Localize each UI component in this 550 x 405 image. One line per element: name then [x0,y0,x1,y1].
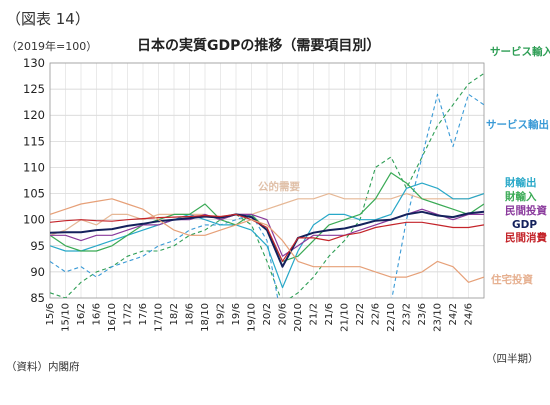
x-tick-label: 23/10 [433,303,444,332]
y-tick-label: 85 [30,291,45,305]
x-tick-label: 21/10 [340,303,351,332]
x-tick-label: 16/10 [107,303,118,332]
x-tick-label: 15/10 [61,303,72,332]
x-tick-label: 23/6 [417,303,428,325]
x-tick-label: 20/10 [293,303,304,332]
figure-label: （図表 14） [6,10,90,28]
x-tick-label: 19/2 [216,303,227,325]
x-tick-label: 24/2 [448,303,459,325]
series-line [50,93,484,298]
y-tick-label: 120 [23,108,45,122]
y-tick-label: 100 [23,213,45,227]
x-tick-label: 20/6 [278,303,289,325]
x-tick-label: 19/10 [247,303,258,332]
x-tick-label: 16/6 [92,303,103,325]
legend-label: 民間消費 [505,231,547,244]
x-tick-label: 22/10 [386,303,397,332]
series-line [50,193,484,236]
plot-frame [49,62,485,299]
unit-note: （2019年=100） [6,39,97,53]
x-tick-label: 18/10 [200,303,211,332]
legend-label: 財輸入 [504,190,537,203]
x-tick-label: 17/2 [123,303,134,325]
series-line [50,72,484,298]
x-tick-label: 20/2 [262,303,273,325]
legend-label: 民間投資 [505,204,547,217]
legend-label: 公的需要 [258,180,300,193]
x-tick-label: 17/6 [138,303,149,325]
legend-label: GDP [512,219,537,231]
source-note: （資料）内閣府 [6,360,80,373]
x-tick-label: 18/2 [169,303,180,325]
x-tick-label: 15/6 [45,303,56,325]
x-tick-label: 18/6 [185,303,196,325]
x-tick-label: 22/6 [371,303,382,325]
series-line [50,213,484,262]
y-tick-label: 90 [30,265,45,279]
legend-label: 財輸出 [504,176,537,189]
y-tick-label: 130 [23,56,45,70]
x-tick-label: 17/10 [154,303,165,332]
x-axis-ticks: 15/6 15/10 16/2 16/6 16/10 17/2 17/6 17/10 18/2 1… [45,303,475,332]
x-tick-label: 21/2 [309,303,320,325]
chart-title: 日本の実質GDPの推移（需要項目別） [137,37,380,54]
grid [49,62,485,299]
series-line [50,198,484,283]
y-tick-label: 110 [23,160,45,174]
legend-label: 住宅投資 [491,273,533,286]
y-tick-label: 95 [30,239,45,253]
x-tick-label: 16/2 [76,303,87,325]
x-axis-note: （四半期） [486,352,539,365]
y-axis-ticks: 85 90 95 100 105 110 115 120 125 130 [23,56,45,305]
series-line [50,182,484,289]
x-tick-label: 21/6 [324,303,335,325]
x-tick-label: 19/6 [231,303,242,325]
legend-label: サービス輸入 [490,45,550,58]
y-tick-label: 125 [23,82,45,96]
series-lines [50,72,484,298]
x-tick-label: 22/2 [355,303,366,325]
y-tick-label: 115 [23,134,45,148]
y-tick-label: 105 [23,187,45,201]
legend-label: サービス輸出 [486,118,549,131]
x-tick-label: 24/6 [464,303,475,325]
series-line [50,210,484,268]
x-tick-label: 23/2 [402,303,413,325]
